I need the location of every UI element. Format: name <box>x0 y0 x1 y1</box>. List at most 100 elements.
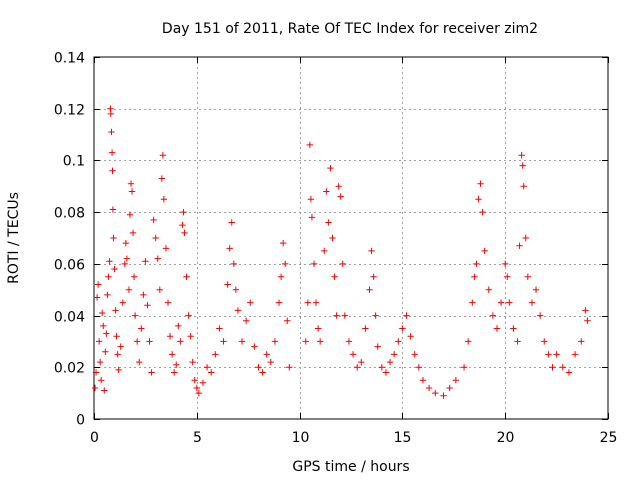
data-point <box>220 338 227 345</box>
data-point <box>335 183 342 190</box>
data-point <box>425 384 433 392</box>
data-point <box>475 196 482 203</box>
data-point <box>316 338 324 345</box>
data-point <box>327 164 334 172</box>
ticks-layer: 0 5 10 15 20 25 0 0.02 0.04 0.06 0.08 0.1 0.12 0.14 <box>54 51 618 447</box>
data-point <box>109 206 117 213</box>
data-point <box>263 351 270 358</box>
data-point <box>95 338 103 345</box>
data-point <box>156 286 163 293</box>
data-point <box>353 364 361 371</box>
data-point <box>518 152 525 159</box>
data-point <box>584 317 591 324</box>
chart-title: Day 151 of 2011, Rate Of TEC Index for r… <box>162 21 538 37</box>
data-layer <box>91 105 591 399</box>
data-point <box>502 260 509 268</box>
data-point <box>325 219 332 226</box>
data-point <box>129 229 137 237</box>
data-point <box>247 299 254 306</box>
data-point <box>259 369 266 376</box>
x-tick-label: 5 <box>193 430 202 446</box>
data-point <box>216 325 223 332</box>
data-point <box>314 325 322 332</box>
data-point <box>187 333 194 340</box>
data-point <box>514 338 521 345</box>
data-point <box>152 234 159 242</box>
data-point <box>333 312 340 319</box>
data-point <box>460 364 468 371</box>
data-point <box>339 260 346 268</box>
data-point <box>522 234 529 242</box>
data-point <box>446 384 453 392</box>
data-point <box>549 364 556 371</box>
data-point <box>349 351 357 358</box>
data-point <box>103 330 110 337</box>
data-point <box>571 351 579 358</box>
data-point <box>140 291 147 299</box>
data-point <box>166 333 174 340</box>
data-point <box>415 364 423 371</box>
data-point <box>96 358 104 366</box>
data-point <box>238 338 246 345</box>
data-point <box>516 242 523 249</box>
data-point <box>302 338 309 345</box>
data-point <box>464 338 472 345</box>
data-point <box>183 273 190 280</box>
data-point <box>114 351 121 358</box>
data-point <box>578 338 585 345</box>
data-point <box>358 358 365 366</box>
data-point <box>126 211 134 218</box>
data-point <box>177 338 184 345</box>
data-point <box>113 333 120 340</box>
data-point <box>228 219 235 226</box>
data-point <box>125 286 133 293</box>
data-point <box>193 384 200 392</box>
data-point <box>108 149 116 156</box>
y-tick-label: 0.04 <box>54 310 85 326</box>
data-point <box>150 216 157 224</box>
data-point <box>226 245 233 252</box>
data-point <box>307 196 315 203</box>
data-point <box>168 351 176 358</box>
data-point <box>493 325 501 332</box>
plot-frame <box>93 56 609 420</box>
data-point <box>181 229 188 237</box>
x-tick-label: 15 <box>394 430 412 446</box>
data-point <box>148 369 155 376</box>
data-point <box>195 389 203 397</box>
data-point <box>403 312 410 319</box>
data-point <box>536 312 544 319</box>
data-point <box>306 141 314 149</box>
data-point <box>170 369 178 376</box>
y-axis-label: ROTI / TECUs <box>6 192 22 284</box>
data-point <box>310 260 318 268</box>
data-point <box>128 188 136 195</box>
data-point <box>440 392 447 399</box>
data-point <box>395 338 402 345</box>
data-point <box>203 364 211 371</box>
data-point <box>122 239 130 247</box>
data-point <box>159 152 167 159</box>
data-point <box>312 299 320 306</box>
data-point <box>121 260 129 268</box>
data-point <box>370 273 377 280</box>
data-point <box>559 364 566 371</box>
y-tick-label: 0.1 <box>63 154 85 170</box>
data-point <box>362 325 369 332</box>
data-point <box>520 183 527 190</box>
data-point <box>112 307 119 314</box>
data-point <box>115 366 122 374</box>
data-point <box>565 369 573 376</box>
data-point <box>452 377 460 384</box>
data-point <box>399 325 406 332</box>
data-point <box>212 351 219 358</box>
data-point <box>497 299 505 306</box>
data-point <box>107 110 115 118</box>
data-point <box>136 358 143 366</box>
data-point <box>111 265 118 273</box>
data-point <box>102 348 109 355</box>
data-point <box>279 239 287 247</box>
data-point <box>271 338 279 345</box>
data-point <box>230 260 238 268</box>
